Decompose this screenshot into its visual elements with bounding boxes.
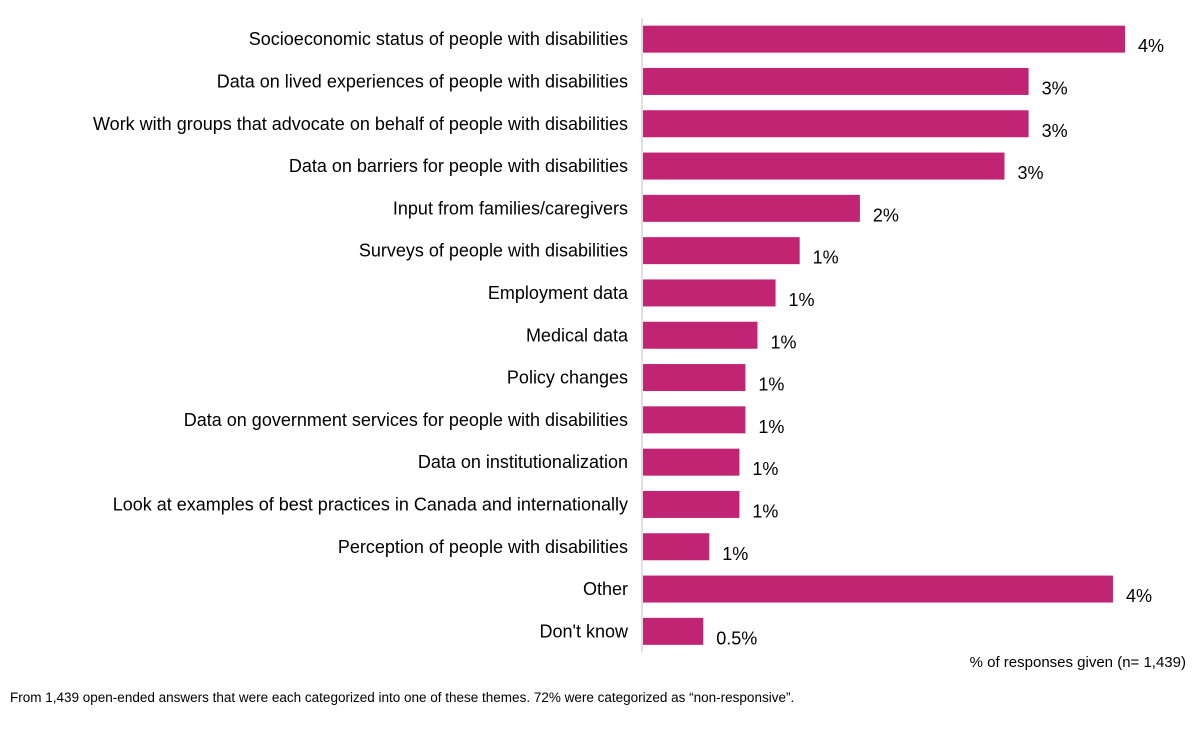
category-label: Surveys of people with disabilities [359, 241, 628, 261]
bar [643, 321, 758, 349]
data-label: 1% [758, 375, 784, 395]
category-label: Look at examples of best practices in Ca… [113, 494, 628, 514]
data-label: 1% [752, 459, 778, 479]
category-label: Work with groups that advocate on behalf… [93, 114, 628, 134]
bar [643, 25, 1125, 53]
data-label: 1% [752, 501, 778, 521]
bar [643, 237, 800, 265]
category-label: Data on institutionalization [418, 452, 628, 472]
category-label: Don't know [540, 621, 629, 641]
category-label: Other [583, 579, 628, 599]
bar [643, 67, 1029, 95]
bar [643, 152, 1005, 180]
bar [643, 110, 1029, 138]
category-label: Socioeconomic status of people with disa… [249, 29, 628, 49]
category-label: Input from families/caregivers [393, 198, 628, 218]
data-label: 2% [873, 205, 899, 225]
bar [643, 194, 860, 222]
category-label: Data on barriers for people with disabil… [289, 156, 628, 176]
bar [643, 448, 740, 476]
data-label: 1% [789, 290, 815, 310]
data-label: 3% [1042, 121, 1068, 141]
data-label: 3% [1018, 163, 1044, 183]
data-label: 4% [1126, 586, 1152, 606]
category-label: Data on government services for people w… [184, 410, 628, 430]
category-label: Perception of people with disabilities [338, 537, 628, 557]
data-label: 1% [758, 417, 784, 437]
data-label: 4% [1138, 36, 1164, 56]
x-axis-title: % of responses given (n= 1,439) [969, 654, 1186, 671]
bar [643, 575, 1113, 603]
bar [643, 533, 710, 561]
category-label: Employment data [488, 283, 629, 303]
category-label: Data on lived experiences of people with… [217, 71, 628, 91]
data-label: 1% [722, 544, 748, 564]
footnote: From 1,439 open-ended answers that were … [10, 690, 795, 705]
bar [643, 406, 746, 434]
data-label: 3% [1042, 78, 1068, 98]
bar [643, 364, 746, 392]
bar [643, 279, 776, 307]
plot-area: Socioeconomic status of people with disa… [93, 18, 1164, 653]
data-label: 0.5% [716, 628, 757, 648]
category-label: Policy changes [507, 368, 628, 388]
data-label: 1% [770, 332, 796, 352]
data-label: 1% [813, 248, 839, 268]
category-label: Medical data [526, 325, 629, 345]
bar [643, 617, 704, 645]
bar [643, 490, 740, 518]
